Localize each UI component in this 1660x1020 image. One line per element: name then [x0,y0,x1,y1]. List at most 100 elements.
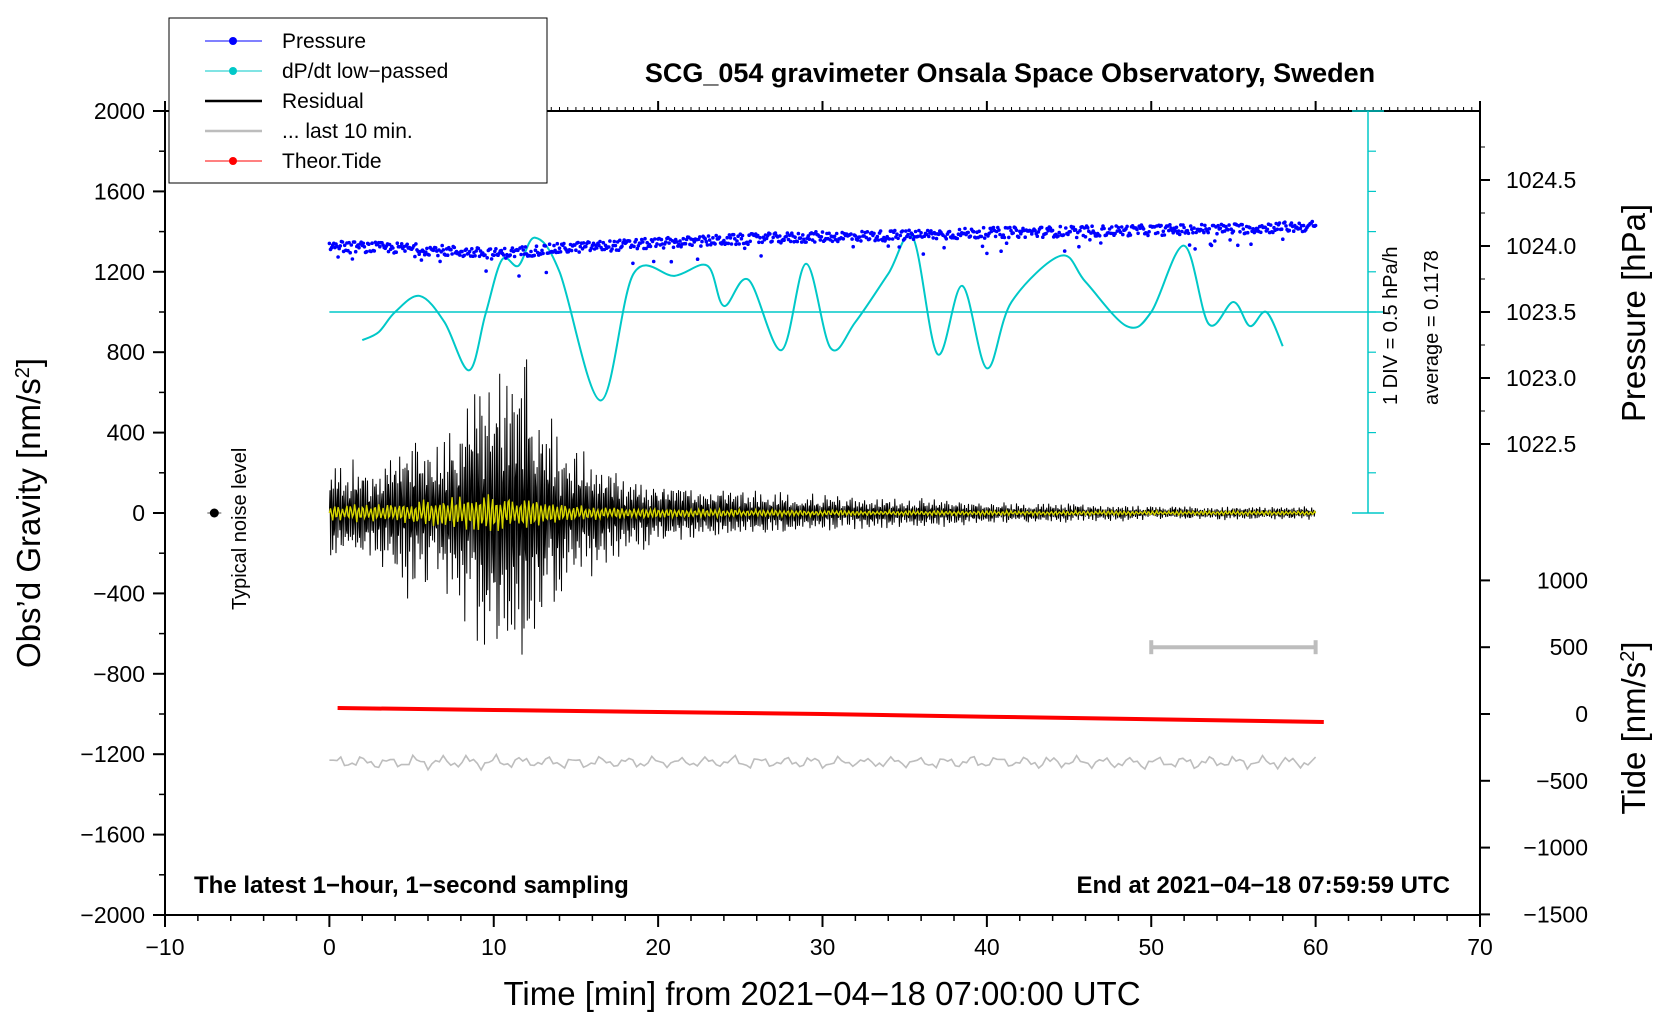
pressure-point [1291,229,1296,233]
pressure-point [327,241,332,246]
pressure-point [1039,225,1044,230]
pressure-point [748,239,752,244]
pressure-point [523,245,528,249]
pressure-point [1128,233,1133,237]
pressure-point [944,237,949,241]
y-tick-label: −400 [93,580,145,606]
pressure-point [991,225,996,230]
pressure-point [488,247,493,251]
pressure-point [999,249,1003,253]
pressure-point [727,233,732,237]
pressure-point [849,232,853,236]
chart-title: SCG_054 gravimeter Onsala Space Observat… [645,58,1375,88]
pressure-point [1121,232,1125,237]
tide-tick-label: −1500 [1523,901,1588,927]
pressure-point [610,247,614,251]
pressure-point [485,255,490,260]
pressure-point [641,240,645,244]
pressure-point [770,239,774,244]
pressure-point [1050,228,1055,233]
pressure-point [872,231,876,236]
pressure-point [860,229,864,234]
pressure-point [851,244,855,249]
pressure-point [1016,235,1021,239]
pressure-point [759,254,763,258]
pressure-point [784,234,789,239]
legend-label: Theor.Tide [282,150,382,173]
pressure-point [971,229,976,234]
pressure-point [576,240,580,245]
pressure-point [746,242,750,246]
pressure-point [335,244,339,249]
pressure-point [1248,225,1252,230]
pressure-point [1113,231,1117,236]
pressure-point [979,234,984,239]
pressure-point [1071,225,1076,229]
pressure-point [919,231,923,235]
pressure-point [706,234,711,238]
pressure-point [997,228,1001,232]
pressure-point [725,235,729,240]
pressure-point [703,236,707,241]
x-tick-label: 0 [323,934,336,960]
pressure-point [462,253,467,258]
pressure-tick-label: 1024.0 [1506,233,1576,259]
pressure-point [1004,241,1009,245]
pressure-point [1203,223,1207,228]
legend-marker [229,67,237,75]
pressure-point [431,248,436,253]
pressure-point [1182,225,1186,230]
pressure-point [349,243,354,247]
pressure-point [510,246,515,250]
y-tick-label: 1600 [94,178,145,204]
pressure-point [814,230,818,234]
pressure-point [1110,225,1114,229]
pressure-point [1162,233,1167,237]
pressure-point [460,249,464,254]
pressure-point [904,229,908,233]
pressure-point [957,227,962,232]
pressure-point [675,240,679,244]
pressure-point [1023,235,1027,239]
noise-marker-dot [209,508,219,518]
pressure-point [350,257,355,261]
pressure-point [804,240,808,244]
pressure-point [1102,226,1106,231]
pressure-point [931,236,935,240]
pressure-point [1056,234,1060,238]
legend-items: Pressure dP/dt low−passed Residual ... last… [205,30,448,173]
pressure-point [859,239,863,243]
series-layer [207,110,1384,772]
pressure-point [1194,230,1198,235]
pressure-point [1119,225,1124,229]
pressure-point [742,246,747,251]
y-axis-title-tide-sup: 2 [1617,651,1639,662]
pressure-point [445,253,450,257]
pressure-point [555,241,560,246]
pressure-point [413,254,417,259]
pressure-point [1002,235,1007,240]
y-tick-label: −1600 [80,822,145,848]
pressure-point [989,229,994,234]
pressure-point [634,237,638,242]
pressure-point [450,252,454,256]
legend-label: Residual [282,90,364,113]
pressure-point [631,261,635,266]
axis-ticks: −10 0 10 20 30 40 50 60 70 2000 1600 1200 800 400 0 −40… [80,98,1588,960]
pressure-point [643,236,647,241]
pressure-point [1085,225,1090,230]
x-tick-label: 60 [1303,934,1329,960]
pressure-point [853,234,858,238]
pressure-point [1206,230,1210,235]
pressure-point [764,236,769,241]
pressure-point [492,253,496,258]
legend-marker [229,157,237,165]
pressure-tick-label: 1023.5 [1506,299,1576,325]
pressure-point [1281,237,1285,241]
x-tick-label: 30 [810,934,836,960]
pressure-point [830,239,835,244]
noise-level-label: Typical noise level [229,448,251,610]
pressure-point [683,241,688,246]
pressure-point [896,236,900,241]
pressure-point [342,243,347,248]
